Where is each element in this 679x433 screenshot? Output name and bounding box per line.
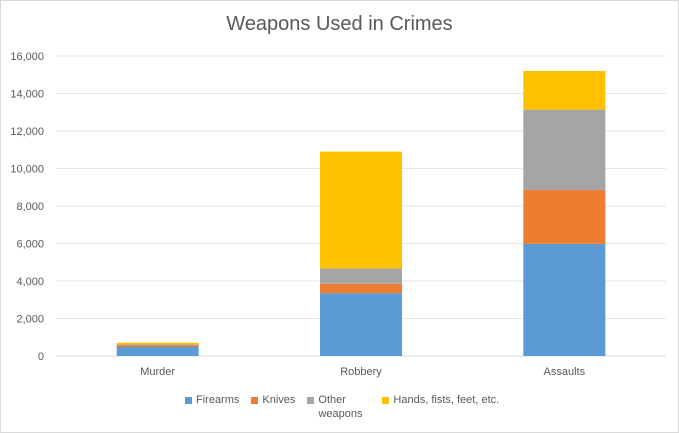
bar-murder-series-0 <box>116 347 199 356</box>
x-tick-label: Robbery <box>340 366 382 378</box>
y-tick-label: 0 <box>38 351 44 363</box>
bar-murder-series-3 <box>116 342 199 345</box>
bar-murder-series-1 <box>116 345 199 347</box>
legend-item: Hands, fists, feet, etc. <box>382 393 499 407</box>
legend-swatch <box>185 397 192 404</box>
y-tick-label: 4,000 <box>16 276 44 288</box>
y-tick-label: 16,000 <box>10 51 44 63</box>
bar-assaults-series-2 <box>523 109 606 191</box>
legend-swatch <box>382 397 390 404</box>
legend-item: Firearms <box>185 393 239 407</box>
bar-assaults-series-3 <box>523 71 606 110</box>
y-tick-label: 8,000 <box>16 201 44 213</box>
legend-swatch <box>307 397 315 404</box>
bar-murder-series-2 <box>116 344 199 346</box>
bar-assaults-series-1 <box>523 190 606 244</box>
legend-label: Other weapons <box>318 394 363 420</box>
x-tick-label: Assaults <box>544 366 586 378</box>
bar-robbery-series-3 <box>320 151 402 269</box>
legend-label: Firearms <box>196 394 240 406</box>
x-tick-label: Murder <box>140 366 175 378</box>
bar-robbery-series-2 <box>320 268 402 284</box>
chart-title: Weapons Used in Crimes <box>226 13 453 35</box>
legend-item: Other weapons <box>307 393 370 421</box>
bar-assaults-series-0 <box>523 243 606 356</box>
y-tick-label: 10,000 <box>10 164 44 176</box>
legend-item: Knives <box>251 393 295 407</box>
y-tick-label: 2,000 <box>16 314 44 326</box>
y-tick-label: 14,000 <box>10 89 44 101</box>
y-tick-label: 6,000 <box>16 239 44 251</box>
bar-robbery-series-0 <box>320 293 402 356</box>
legend-swatch <box>251 397 259 404</box>
y-tick-label: 12,000 <box>10 126 44 138</box>
bar-robbery-series-1 <box>320 283 402 294</box>
chart-legend: Firearms Knives Other weapons Hands, fists, … <box>185 393 511 421</box>
legend-label: Knives <box>262 394 296 406</box>
legend-label: Hands, fists, feet, etc. <box>393 394 500 406</box>
